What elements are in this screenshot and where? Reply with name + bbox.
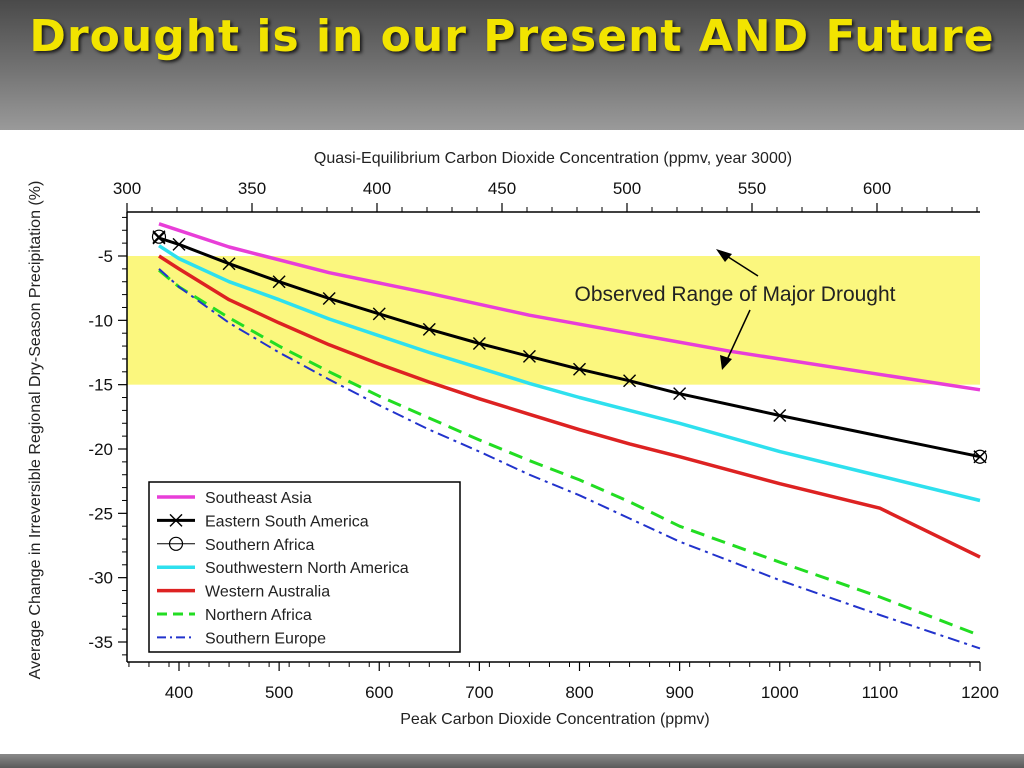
series-western-australia [158,254,981,559]
y-tick-label: -30 [88,569,113,588]
series-line-southeast-asia [158,222,981,392]
y-tick-label: -20 [88,440,113,459]
marker-x [222,257,236,271]
x-tick-label: 800 [565,683,593,702]
band-arrow-up-head [716,249,732,262]
series-southern-europe [158,268,981,650]
top-tick-label: 350 [238,179,266,198]
y-axis-title: Average Change in Irreversible Regional … [27,181,44,680]
slide-title: Drought is in our Present AND Future [0,6,1024,68]
marker-x [172,237,186,251]
top-tick-label: 400 [363,179,391,198]
x-tick-label: 1100 [862,683,899,702]
marker-circle [972,449,988,464]
y-tick-label: -5 [98,247,113,266]
drought-chart: 400 500 600 700 800 900 1000 1100 1200 -5 -10 -15 -2… [27,150,999,728]
bottom-bar [0,754,1024,768]
legend-label: Western Australia [205,584,330,601]
x-axis-title: Peak Carbon Dioxide Concentration (ppmv) [400,711,709,728]
marker-circle-cross [152,230,166,244]
legend-item-eastern-south-america: Eastern South America [157,513,369,530]
y-tick-label: -10 [88,311,113,330]
series-layer [151,222,988,650]
y-tick-label: -35 [88,633,113,652]
slide-title-text: Drought is in our Present AND Future [29,11,995,62]
x-tick-label: 500 [265,683,293,702]
marker-x [422,322,436,336]
axes-layer: 400 500 600 700 800 900 1000 1100 1200 -5 -10 -15 -2… [27,150,999,728]
annotation-layer: Observed Range of Major Drought [575,249,896,370]
marker-x [573,362,586,376]
legend-item-northern-africa: Northern Africa [157,607,312,624]
marker-x [673,387,687,401]
marker-circle [151,229,167,244]
x-tick-label: 900 [665,683,693,702]
marker-x [623,374,637,388]
y-tick-label: -25 [88,504,113,523]
marker-x [372,307,386,321]
series-line-northern-africa [158,269,981,637]
band-arrow-down-head [720,355,732,370]
top-tick-label: 300 [113,179,141,198]
marker-circle-cross [973,450,987,464]
y-tick-label: -15 [88,376,113,395]
x-tick-label: 1000 [761,683,799,702]
series-eastern-south-america [152,231,987,464]
legend-item-southwestern-north-america: Southwestern North America [157,560,409,577]
chart-panel: 400 500 600 700 800 900 1000 1100 1200 -5 -10 -15 -2… [0,130,1024,754]
series-line-western-australia [158,254,981,559]
band-arrow-down [725,309,751,363]
legend-label: Southeast Asia [205,490,312,507]
marker-x [272,275,286,289]
top-tick-label: 500 [613,179,641,198]
legend-layer: Southeast Asia Eastern South America South… [148,481,461,653]
legend-label: Southern Europe [205,630,326,647]
series-northern-africa [158,269,981,637]
x-tick-label: 600 [365,683,393,702]
marker-x [472,336,486,350]
legend-marker-circle [168,536,184,551]
top-tick-label: 600 [863,179,891,198]
x-tick-label: 700 [465,683,493,702]
legend-marker-x [169,513,183,527]
x-tick-label: 400 [165,683,193,702]
marker-x [773,409,787,423]
top-axis-title: Quasi-Equilibrium Carbon Dioxide Concent… [314,150,792,167]
marker-x [522,349,536,363]
marker-x [322,291,336,305]
series-line-southern-europe [158,268,981,650]
series-southwestern-north-america [158,244,981,503]
series-southern-africa [151,229,988,464]
legend-item-western-australia: Western Australia [157,584,330,601]
top-tick-label: 550 [738,179,766,198]
top-tick-label: 450 [488,179,516,198]
legend-box [148,481,461,653]
legend-item-southern-africa: Southern Africa [157,536,315,554]
legend-label: Eastern South America [205,513,369,530]
series-line-southwestern-north-america [158,244,981,503]
legend-label: Northern Africa [205,607,312,624]
legend-label: Southwestern North America [205,560,409,577]
band-label: Observed Range of Major Drought [575,283,896,306]
legend-item-southeast-asia: Southeast Asia [157,490,312,507]
series-southeast-asia [158,222,981,392]
legend-label: Southern Africa [205,537,315,554]
legend-item-southern-europe: Southern Europe [157,630,326,647]
x-tick-label: 1200 [961,683,999,702]
